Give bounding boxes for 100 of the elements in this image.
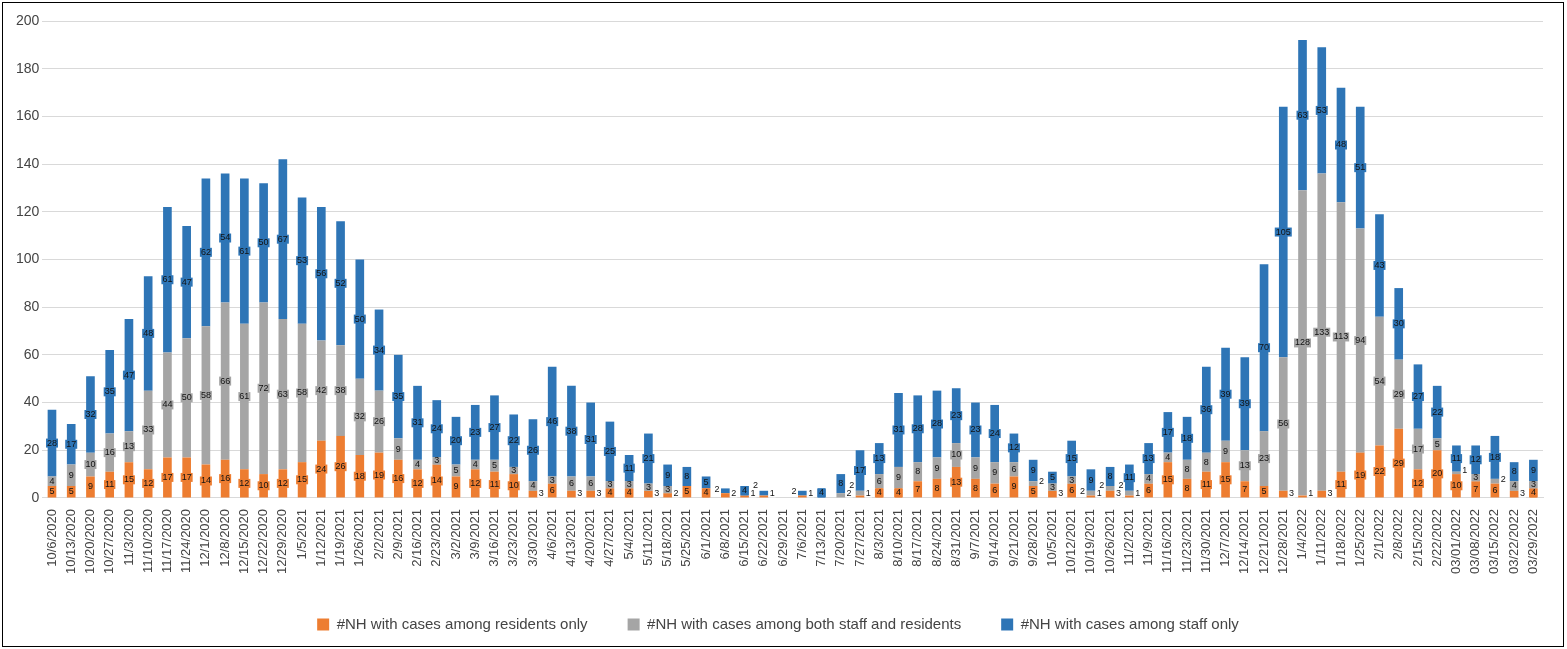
data-label: 2: [714, 483, 720, 494]
data-label: 1: [750, 487, 756, 498]
x-tick-label: 11/16/2021: [1159, 508, 1175, 574]
data-label: 3: [549, 474, 555, 485]
data-label: 5: [68, 486, 74, 497]
x-tick-label: 11/9/2021: [1140, 508, 1156, 566]
y-tick-label: 160: [16, 107, 40, 124]
data-label: 47: [123, 369, 134, 380]
data-label: 3: [596, 487, 602, 498]
data-label: 25: [604, 445, 615, 456]
data-label: 27: [1412, 391, 1423, 402]
data-label: 63: [1297, 109, 1308, 120]
x-tick-label: 8/10/2021: [890, 508, 906, 567]
data-label: 18: [1182, 432, 1193, 443]
x-tick-label: 7/6/2021: [793, 508, 809, 560]
data-label: 17: [181, 471, 192, 482]
data-label: 46: [547, 416, 558, 427]
data-label: 4: [1530, 487, 1536, 498]
data-label: 3: [1069, 474, 1075, 485]
data-label: 23: [470, 426, 481, 437]
data-label: 9: [972, 462, 978, 473]
data-label: 4: [530, 480, 536, 491]
data-label: 9: [453, 481, 459, 492]
data-label: 38: [335, 385, 346, 396]
data-label: 63: [277, 388, 288, 399]
x-tick-label: 4/20/2021: [582, 508, 598, 567]
data-label: 8: [1511, 466, 1517, 477]
data-label: 1: [1135, 487, 1141, 498]
data-label: 61: [162, 274, 173, 285]
x-tick-label: 10/5/2021: [1043, 508, 1059, 567]
data-label: 8: [1107, 470, 1113, 481]
data-label: 9: [68, 469, 74, 480]
x-tick-label: 9/28/2021: [1024, 508, 1040, 567]
data-label: 6: [1069, 485, 1075, 496]
data-label: 5: [1434, 438, 1440, 449]
x-tick-label: 11/17/2020: [158, 508, 174, 574]
data-label: 3: [1519, 487, 1525, 498]
data-label: 39: [1239, 398, 1250, 409]
data-label: 23: [1259, 453, 1270, 464]
data-label: 47: [181, 276, 192, 287]
data-label: 10: [508, 480, 519, 491]
data-label: 6: [549, 485, 555, 496]
x-tick-label: 5/11/2021: [639, 508, 655, 566]
data-label: 3: [577, 487, 583, 498]
data-label: 35: [104, 386, 115, 397]
data-label: 29: [1393, 457, 1404, 468]
data-label: 4: [626, 487, 632, 498]
data-label: 17: [855, 465, 866, 475]
data-label: 12: [1008, 442, 1019, 453]
x-tick-label: 1/18/2022: [1332, 508, 1348, 567]
x-tick-label: 11/2/2021: [1120, 508, 1136, 566]
data-label: 13: [1143, 453, 1154, 464]
x-tick-label: 5/18/2021: [659, 508, 675, 567]
x-tick-label: 2/22/2022: [1428, 508, 1444, 567]
data-label: 15: [1220, 474, 1231, 485]
data-label: 61: [239, 391, 250, 402]
data-label: 31: [585, 434, 596, 444]
data-label: 5: [1049, 472, 1055, 483]
data-label: 5: [1261, 486, 1267, 497]
x-tick-label: 3/30/2021: [524, 508, 540, 567]
x-tick-label: 5/25/2021: [678, 508, 694, 567]
x-tick-label: 6/8/2021: [716, 508, 732, 560]
data-label: 12: [470, 477, 481, 488]
data-label: 20: [450, 435, 461, 446]
data-label: 50: [181, 392, 192, 403]
x-tick-label: 1/26/2021: [351, 508, 367, 567]
data-label: 17: [1162, 426, 1173, 437]
data-label: 24: [989, 428, 1000, 439]
x-tick-label: 6/29/2021: [774, 508, 790, 567]
data-label: 16: [393, 473, 404, 484]
data-label: 6: [588, 478, 594, 489]
data-label: 3: [1058, 487, 1064, 498]
data-label: 3: [1049, 481, 1055, 492]
data-label: 43: [1374, 259, 1385, 270]
data-label: 4: [607, 487, 613, 498]
data-label: 36: [1201, 404, 1212, 415]
data-label: 9: [1530, 465, 1536, 475]
x-tick-label: 3/2/2021: [447, 508, 463, 560]
data-label: 54: [220, 232, 231, 243]
data-label: 11: [1451, 453, 1462, 464]
data-label: 2: [791, 486, 797, 497]
data-label: 4: [876, 487, 882, 498]
x-tick-label: 4/27/2021: [601, 508, 617, 567]
data-label: 9: [1011, 481, 1017, 492]
data-label: 3: [645, 481, 651, 492]
x-tick-label: 8/24/2021: [928, 508, 944, 567]
x-tick-label: 7/20/2021: [832, 508, 848, 567]
data-label: 48: [143, 327, 154, 338]
data-label: 51: [1355, 162, 1366, 173]
data-label: 11: [624, 462, 634, 473]
data-label: 22: [1432, 406, 1443, 417]
data-label: 12: [1470, 454, 1481, 465]
data-label: 3: [1473, 472, 1479, 483]
data-label: 6: [1011, 463, 1017, 474]
data-label: 22: [508, 435, 519, 446]
data-label: 26: [527, 444, 538, 455]
x-tick-label: 1/11/2022: [1313, 508, 1329, 566]
data-label: 6: [876, 475, 882, 486]
data-label: 2: [752, 479, 758, 490]
data-label: 15: [1066, 453, 1077, 464]
